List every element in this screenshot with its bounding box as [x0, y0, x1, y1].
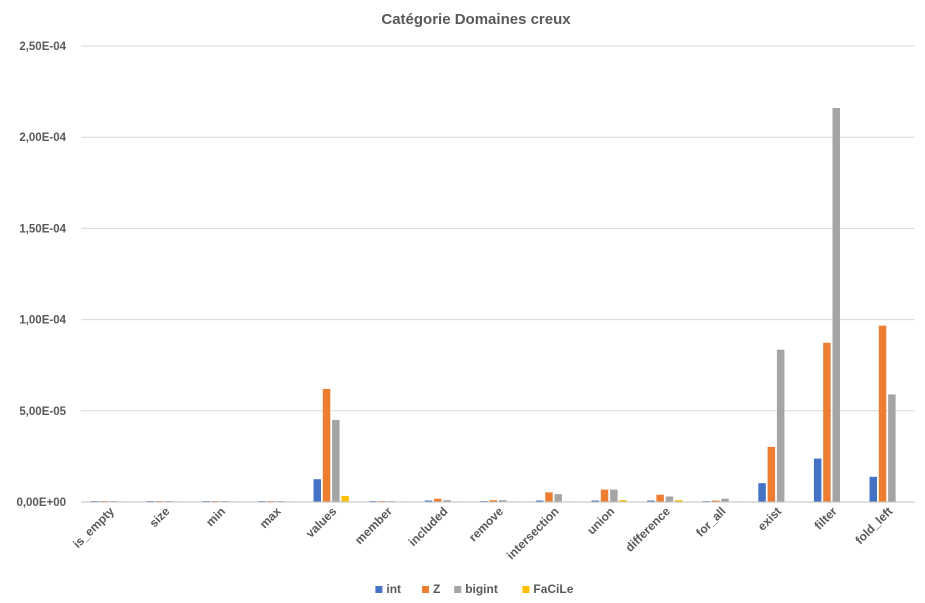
bar-int-union — [591, 500, 599, 502]
legend-item-int: int — [375, 582, 401, 596]
bar-int-values — [313, 479, 321, 502]
x-tick-label: is_empty — [70, 504, 117, 551]
bar-bigint-exist — [776, 349, 785, 502]
bar-FaCiLe-values — [341, 495, 349, 502]
x-tick-label: fold_left — [852, 504, 895, 547]
bar-FaCiLe-difference — [675, 500, 683, 502]
legend-item-bigint: bigint — [454, 582, 498, 596]
bar-int-difference — [647, 500, 655, 502]
x-tick-label: union — [584, 504, 617, 537]
x-tick-label: min — [203, 504, 228, 529]
y-axis-ticks: 0,00E+00 5,00E-05 1,00E-04 1,50E-04 2,00E-04… — [16, 41, 66, 509]
legend-label: bigint — [465, 582, 498, 596]
x-tick-label: size — [147, 504, 173, 530]
bar-FaCiLe-union — [619, 500, 627, 502]
x-tick-label: max — [257, 504, 284, 531]
bar-bigint-filter — [832, 108, 840, 503]
bar-int-exist — [758, 483, 766, 502]
y-tick-label: 1,00E-04 — [19, 315, 66, 327]
bar-Z-union — [600, 489, 609, 502]
gridlines — [81, 45, 915, 412]
bar-bigint-values — [332, 419, 340, 502]
bar-Z-exist — [767, 446, 776, 502]
legend-label: int — [386, 582, 401, 596]
x-axis-ticks: is_empty size min max values member included re… — [70, 504, 895, 562]
bar-bigint-remove — [498, 500, 507, 502]
bar-bigint-included — [443, 500, 451, 502]
x-tick-label: intersection — [504, 504, 562, 562]
bar-int-included — [424, 500, 433, 502]
chart-title: Catégorie Domaines creux — [381, 11, 571, 28]
bar-bigint-difference — [665, 496, 674, 502]
legend-swatch — [422, 586, 429, 593]
bar-Z-for_all — [712, 500, 720, 502]
bar-Z-included — [434, 498, 442, 502]
bar-Z-filter — [823, 342, 831, 502]
x-tick-label: member — [352, 504, 395, 547]
legend-swatch — [522, 586, 530, 593]
x-tick-label: included — [406, 504, 451, 549]
y-tick-label: 2,00E-04 — [19, 132, 66, 144]
x-tick-label: filter — [811, 504, 840, 533]
bar-bigint-fold_left — [888, 394, 896, 502]
bar-int-intersection — [535, 500, 544, 502]
legend-swatch — [454, 586, 462, 593]
y-tick-label: 1,50E-04 — [19, 223, 66, 235]
bar-bigint-for_all — [721, 498, 729, 502]
x-tick-label: values — [303, 504, 340, 541]
legend-label: FaCiLe — [533, 582, 573, 596]
bar-int-fold_left — [869, 476, 877, 502]
x-tick-label: exist — [755, 504, 784, 533]
x-tick-label: for_all — [693, 504, 728, 539]
legend-item-FaCiLe: FaCiLe — [522, 582, 574, 596]
legend-item-Z: Z — [422, 582, 440, 596]
bar-Z-intersection — [545, 492, 553, 502]
bar-bigint-intersection — [554, 494, 562, 502]
bar-Z-difference — [656, 494, 664, 502]
legend-label: Z — [433, 582, 440, 596]
y-tick-label: 5,00E-05 — [19, 406, 66, 418]
bar-int-filter — [813, 458, 822, 502]
bar-Z-remove — [489, 500, 498, 502]
bar-Z-values — [322, 388, 331, 502]
y-tick-label: 0,00E+00 — [16, 497, 66, 509]
legend-swatch — [375, 586, 383, 593]
x-tick-label: remove — [466, 504, 506, 544]
bar-bigint-union — [610, 489, 618, 502]
y-tick-label: 2,50E-04 — [19, 41, 66, 53]
bars — [91, 108, 896, 503]
bar-Z-fold_left — [878, 325, 887, 502]
x-tick-label: difference — [622, 504, 673, 555]
